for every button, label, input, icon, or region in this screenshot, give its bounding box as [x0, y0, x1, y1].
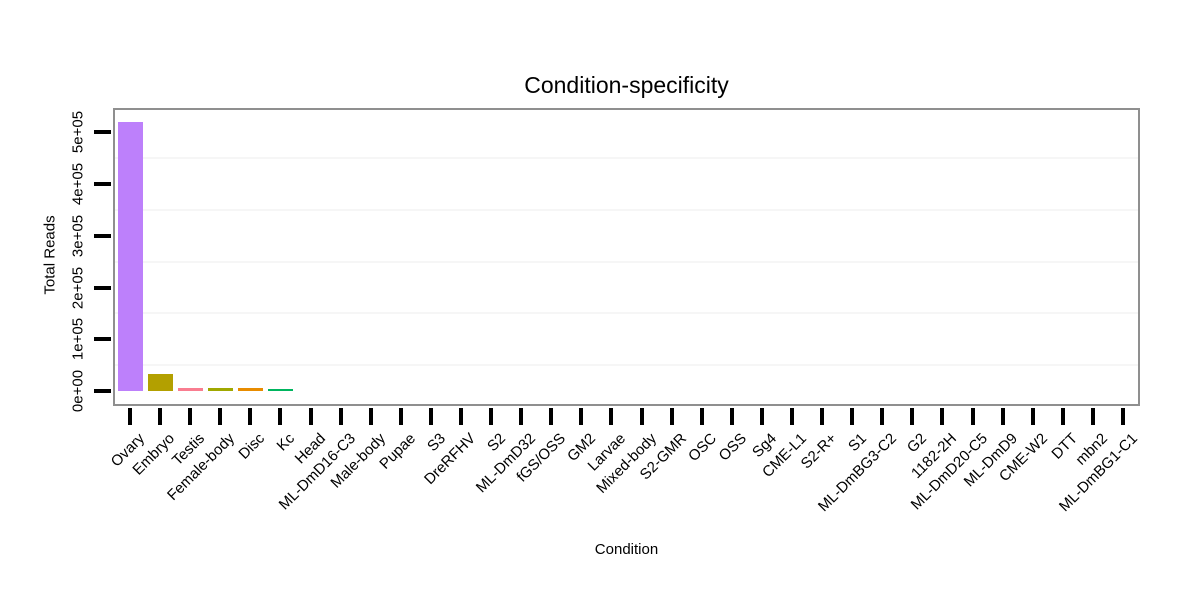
y-tick — [94, 389, 111, 393]
y-tick — [94, 130, 111, 135]
x-tick — [338, 408, 343, 425]
x-tick — [549, 408, 554, 425]
bar-Ovary — [117, 121, 143, 391]
minor-gridline — [115, 157, 1138, 160]
x-tick — [128, 408, 133, 425]
x-tick — [940, 408, 945, 425]
x-tick — [699, 408, 704, 425]
x-tick — [579, 408, 584, 425]
bar-Testis — [177, 387, 203, 391]
x-tick — [308, 408, 313, 425]
x-tick — [1060, 408, 1065, 425]
x-tick-label: OSC — [684, 430, 720, 466]
x-tick — [639, 408, 644, 425]
bar-Embryo — [147, 374, 173, 391]
x-tick-label: Disc — [235, 430, 269, 463]
plot-panel — [113, 108, 1140, 406]
y-tick — [94, 182, 111, 186]
x-tick — [489, 408, 494, 425]
x-tick — [669, 408, 674, 425]
chart-title: Condition-specificity — [524, 72, 729, 98]
x-tick — [278, 408, 283, 425]
x-tick — [1000, 408, 1005, 425]
y-tick-label: 5e+05 — [69, 111, 87, 154]
bar-Kc — [267, 388, 293, 391]
x-tick — [609, 408, 614, 425]
x-tick — [188, 408, 193, 425]
x-tick — [880, 408, 885, 425]
y-tick-label: 3e+05 — [69, 214, 87, 257]
x-tick — [398, 408, 403, 425]
y-tick — [94, 285, 111, 290]
bar-Female-body — [207, 388, 233, 391]
minor-gridline — [115, 364, 1138, 367]
x-tick — [218, 408, 223, 425]
x-tick — [158, 408, 163, 425]
y-tick-label: 2e+05 — [69, 266, 87, 309]
x-tick — [910, 408, 915, 425]
y-tick-label: 4e+05 — [69, 162, 87, 206]
y-tick — [94, 337, 111, 342]
minor-gridline — [115, 312, 1138, 315]
x-tick — [1090, 408, 1095, 425]
x-tick — [1030, 408, 1035, 425]
x-tick — [1120, 408, 1125, 425]
x-tick — [519, 408, 524, 425]
y-tick — [94, 233, 111, 238]
bar-Disc — [237, 388, 263, 391]
x-tick — [759, 408, 764, 425]
y-axis-title: Total Reads — [41, 215, 59, 295]
y-tick-label: 1e+05 — [69, 318, 87, 361]
x-axis-title: Condition — [594, 541, 659, 558]
x-tick — [820, 408, 825, 425]
minor-gridline — [115, 208, 1138, 211]
x-tick — [789, 408, 794, 425]
x-tick — [850, 408, 855, 425]
x-tick — [428, 408, 433, 425]
x-tick — [970, 408, 975, 425]
x-tick — [729, 408, 734, 425]
x-tick — [459, 408, 463, 425]
x-tick-label: OSS — [715, 430, 750, 465]
minor-gridline — [115, 260, 1138, 263]
x-tick — [368, 408, 373, 425]
y-tick-label: 0e+00 — [69, 369, 87, 413]
x-tick — [248, 408, 253, 425]
